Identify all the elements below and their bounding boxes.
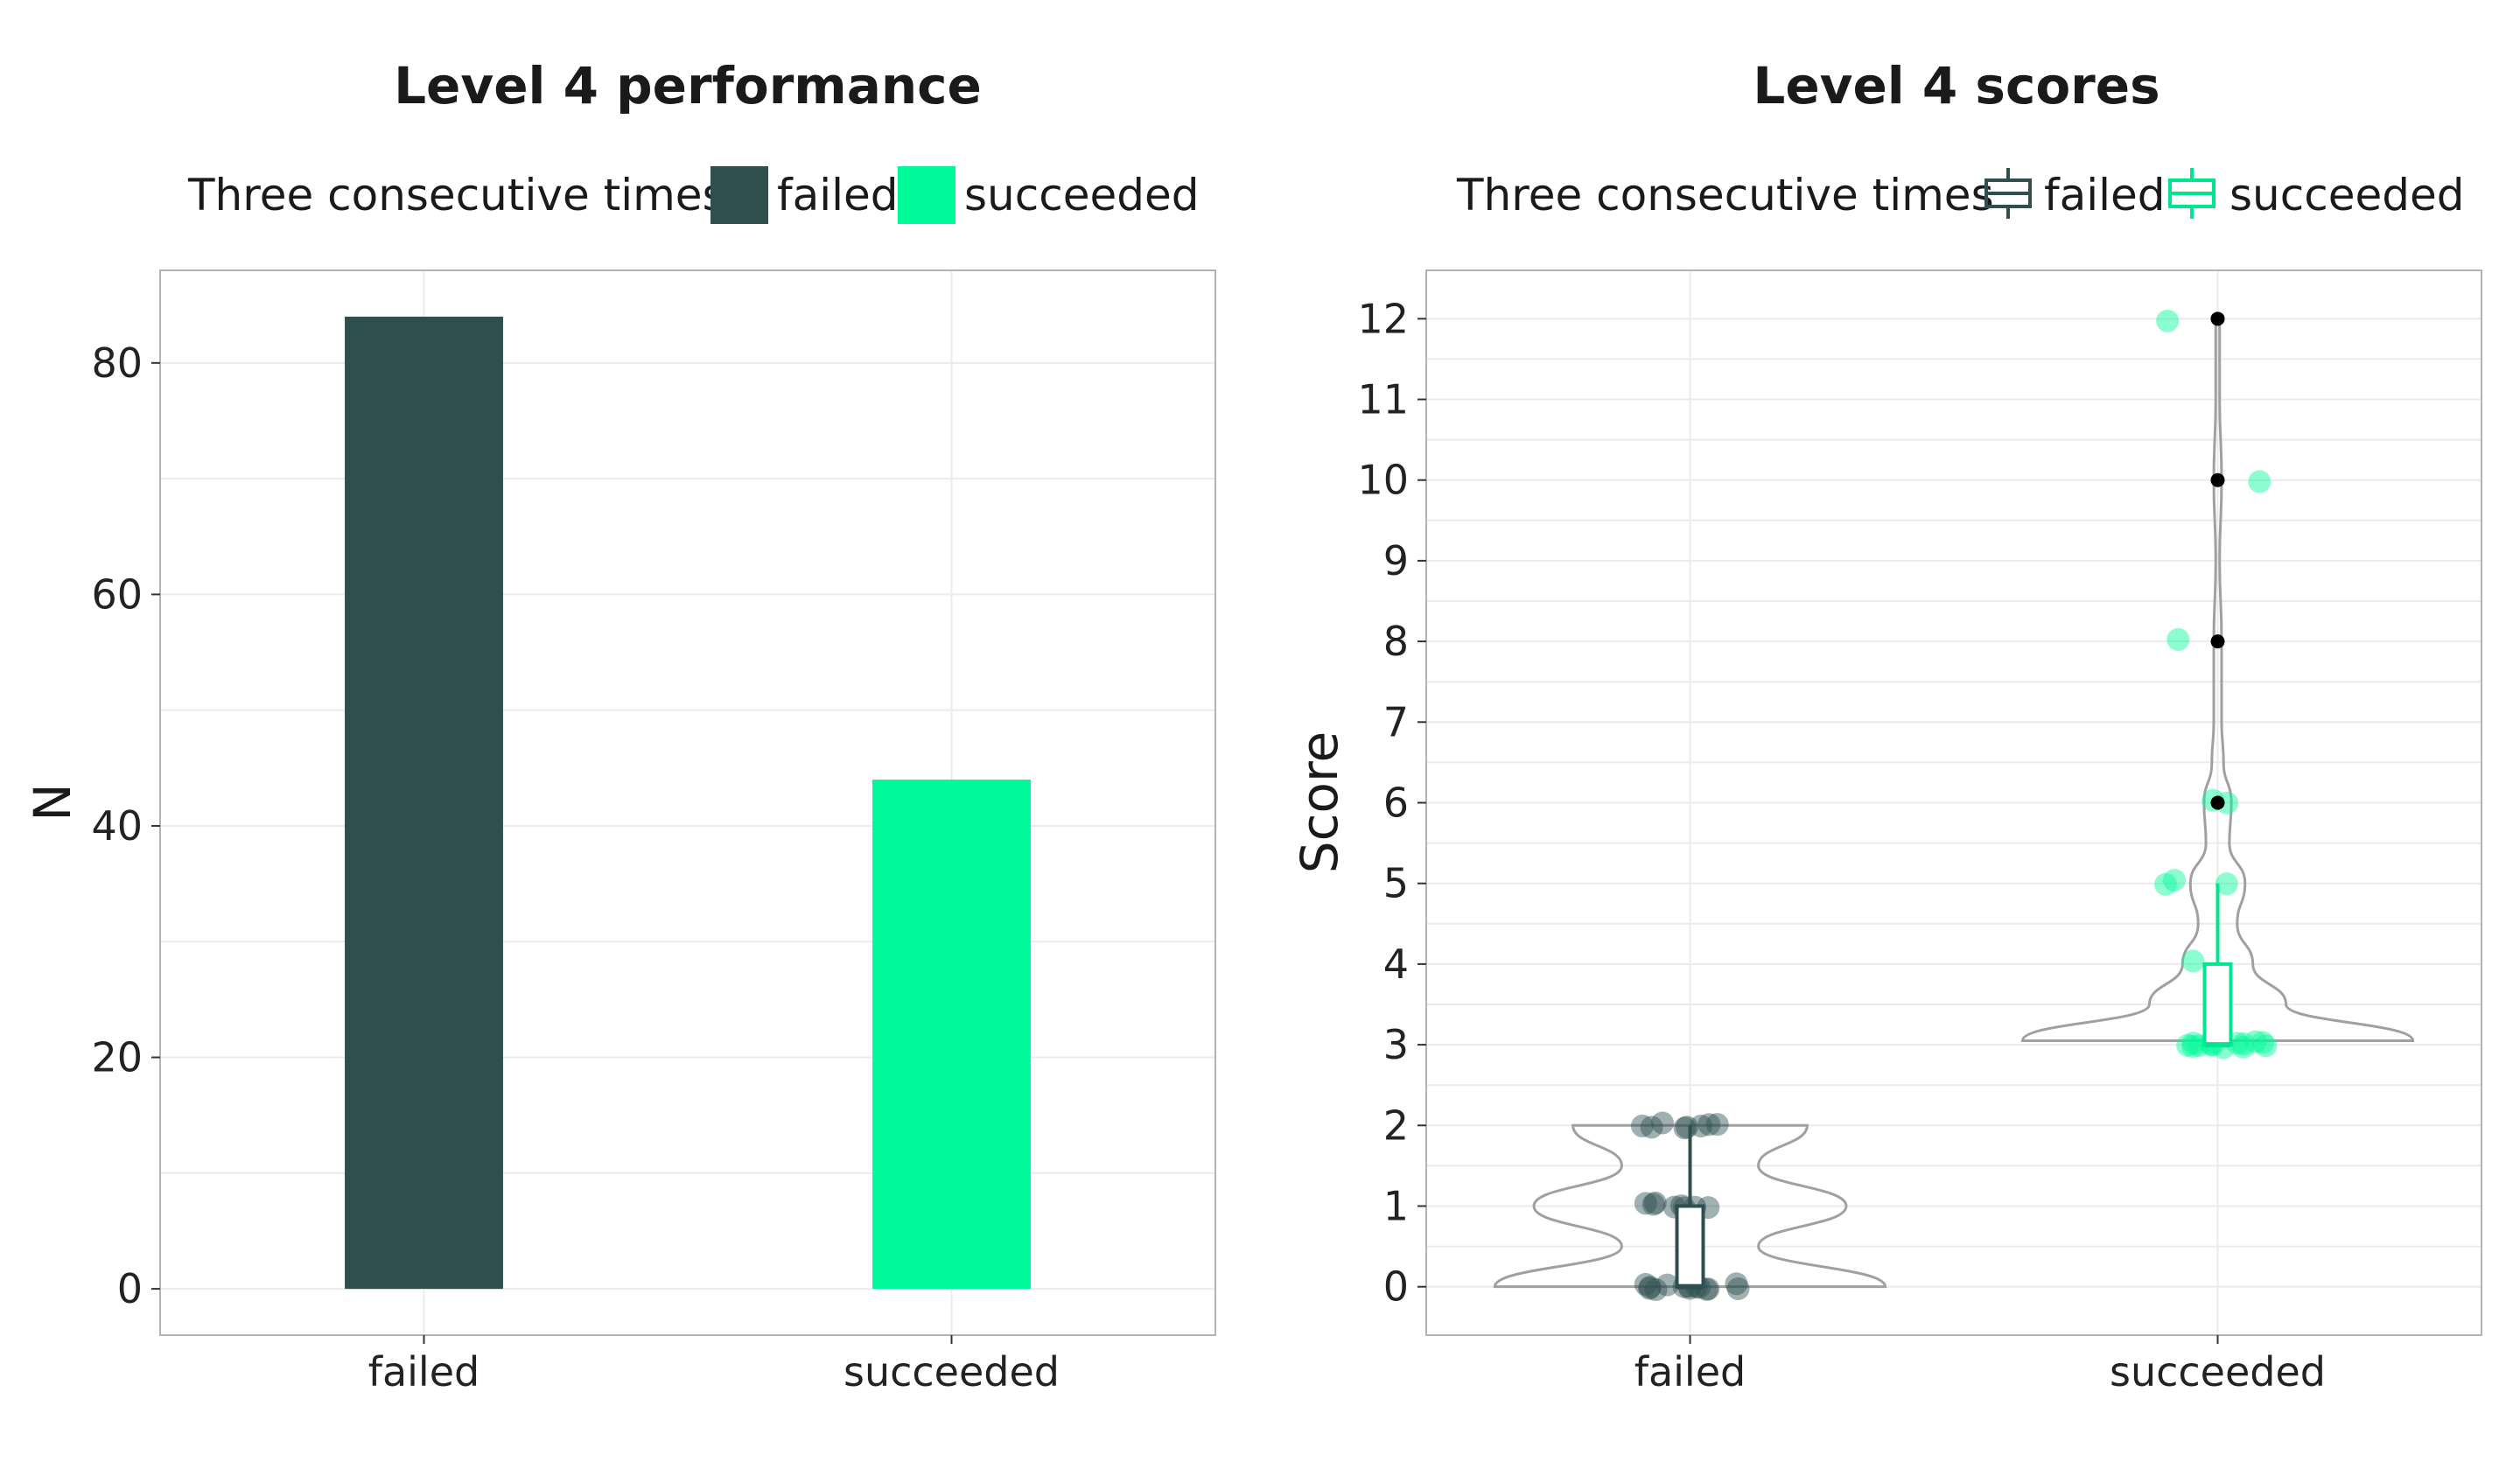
bar-chart-title: Level 4 performance	[394, 56, 982, 115]
score-chart-panel: Level 4 scores Three consecutive times f…	[1290, 56, 2482, 1396]
score-chart-y-axis-title: Score	[1290, 731, 1349, 873]
bar-chart-legend: Three consecutive times failed succeeded	[187, 166, 1199, 224]
point-failed	[1673, 1116, 1697, 1140]
box-succeeded	[2202, 962, 2233, 1047]
point-succeeded	[2162, 869, 2186, 892]
score-chart-outliers	[2210, 311, 2225, 810]
point-failed	[1642, 1193, 1665, 1216]
point-succeeded	[2244, 1030, 2267, 1053]
score-chart-title: Level 4 scores	[1753, 56, 2160, 115]
bar-legend-label-failed: failed	[777, 170, 899, 220]
point-succeeded	[2166, 627, 2190, 651]
bar-chart-plot-border	[159, 269, 1216, 1336]
point-succeeded	[2181, 949, 2205, 973]
point-failed	[1650, 1111, 1674, 1135]
bar-x-tick-label-failed: failed	[368, 1348, 480, 1396]
score-y-tick-label: 4	[1383, 941, 1409, 988]
score-y-tick-label: 9	[1383, 537, 1409, 584]
score-chart-gridlines	[1426, 270, 2482, 1335]
bar-legend-key-succeeded	[898, 166, 956, 224]
point-succeeded	[2232, 1032, 2256, 1056]
point-succeeded	[2231, 1035, 2255, 1059]
score-chart-legend: Three consecutive times failed succeeded	[1456, 168, 2464, 220]
score-legend-key-succeeded	[2168, 168, 2216, 219]
outlier-succeeded	[2210, 311, 2225, 326]
bar-y-tick-label: 20	[91, 1034, 143, 1081]
point-succeeded	[2181, 1032, 2205, 1055]
outlier-succeeded	[2210, 472, 2225, 487]
point-succeeded	[2176, 1033, 2200, 1057]
point-failed	[1644, 1278, 1668, 1302]
bar-x-tick-label-succeeded: succeeded	[844, 1348, 1060, 1396]
point-failed	[1725, 1272, 1748, 1296]
bar-chart-gridlines	[160, 270, 1215, 1335]
score-y-tick-label: 6	[1383, 780, 1409, 827]
score-y-tick-label: 2	[1383, 1102, 1409, 1149]
outlier-succeeded	[2210, 634, 2225, 649]
point-failed	[1630, 1114, 1654, 1137]
point-failed	[1689, 1115, 1712, 1138]
bar-legend-title: Three consecutive times	[187, 170, 725, 220]
score-y-tick-label: 12	[1357, 295, 1409, 342]
bar-chart-bars	[345, 316, 1031, 1290]
score-y-tick-label: 8	[1383, 618, 1409, 665]
score-y-tick-label: 11	[1357, 376, 1409, 423]
bar-y-tick-label: 40	[91, 802, 143, 850]
score-x-tick-label-succeeded: succeeded	[2110, 1348, 2326, 1396]
score-y-tick-label: 7	[1383, 698, 1409, 745]
score-y-tick-label: 1	[1383, 1182, 1409, 1229]
score-y-tick-label: 0	[1383, 1263, 1409, 1311]
point-failed	[1643, 1191, 1667, 1214]
bar-y-tick-label: 80	[91, 339, 143, 387]
score-legend-label-succeeded: succeeded	[2230, 170, 2464, 220]
score-chart-jitter-points	[1630, 309, 2278, 1302]
point-succeeded	[2215, 872, 2238, 896]
score-legend-key-failed	[1984, 168, 2032, 219]
point-failed	[1634, 1192, 1657, 1215]
bar-failed	[345, 316, 503, 1290]
score-y-tick-label: 10	[1357, 457, 1409, 504]
point-failed	[1638, 1277, 1662, 1300]
point-failed	[1640, 1116, 1663, 1139]
point-succeeded	[2254, 1034, 2278, 1058]
point-succeeded	[2154, 872, 2178, 896]
point-failed	[1675, 1116, 1698, 1139]
score-y-tick-label: 3	[1383, 1021, 1409, 1068]
point-succeeded	[2156, 309, 2180, 332]
score-chart-boxplots	[1675, 883, 2233, 1290]
bar-chart-axes: 0 20 40 60 80 failed succeeded	[91, 339, 1060, 1396]
point-failed	[1638, 1276, 1662, 1299]
score-legend-label-failed: failed	[2044, 170, 2166, 220]
bar-chart-panel: Level 4 performance Three consecutive ti…	[23, 56, 1216, 1396]
point-failed	[1656, 1273, 1679, 1297]
point-succeeded	[2250, 1031, 2274, 1054]
score-x-tick-label-failed: failed	[1634, 1348, 1746, 1396]
point-failed	[1726, 1277, 1750, 1300]
bar-y-tick-label: 60	[91, 570, 143, 618]
bar-legend-key-failed	[710, 166, 768, 224]
bar-legend-label-succeeded: succeeded	[964, 170, 1199, 220]
point-succeeded	[2248, 470, 2272, 493]
bar-y-tick-label: 0	[117, 1265, 143, 1312]
point-failed	[1634, 1272, 1657, 1296]
point-succeeded	[2181, 1035, 2205, 1059]
bar-succeeded	[872, 780, 1031, 1290]
box-failed	[1675, 1204, 1705, 1289]
outlier-succeeded	[2210, 795, 2225, 810]
score-legend-title: Three consecutive times	[1456, 170, 1994, 220]
bar-chart-y-axis-title: N	[23, 783, 82, 821]
score-y-tick-label: 5	[1383, 860, 1409, 907]
point-failed	[1698, 1113, 1721, 1137]
point-failed	[1705, 1113, 1729, 1137]
